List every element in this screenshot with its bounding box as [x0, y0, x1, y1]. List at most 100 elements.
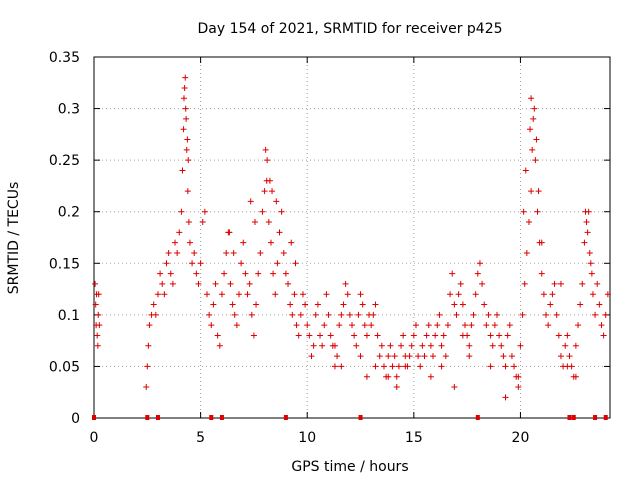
data-point: [321, 322, 328, 329]
zero-data-point: [475, 415, 480, 420]
data-point: [385, 353, 392, 360]
data-point: [566, 353, 573, 360]
data-point: [270, 270, 277, 277]
data-point: [251, 219, 258, 226]
data-point: [183, 146, 190, 153]
data-point: [451, 301, 458, 308]
data-point: [265, 219, 272, 226]
data-point: [323, 291, 330, 298]
data-point: [235, 291, 242, 298]
data-point: [545, 322, 552, 329]
data-point: [229, 301, 236, 308]
data-point: [483, 322, 490, 329]
data-point: [380, 363, 387, 370]
data-point: [325, 311, 332, 318]
data-point: [154, 291, 161, 298]
data-point: [95, 291, 102, 298]
data-point: [214, 332, 221, 339]
data-point: [594, 280, 601, 287]
data-point: [487, 332, 494, 339]
data-point: [230, 249, 237, 256]
data-point: [582, 208, 589, 215]
data-point: [406, 353, 413, 360]
data-point: [319, 342, 326, 349]
data-point: [434, 322, 441, 329]
data-point: [144, 363, 151, 370]
y-axis-label: SRMTID / TECUs: [6, 182, 22, 295]
y-tick-label: 0.1: [58, 308, 80, 324]
data-point: [216, 342, 223, 349]
data-point: [374, 332, 381, 339]
x-tick-label: 5: [196, 430, 205, 446]
data-point: [417, 363, 424, 370]
data-point: [344, 291, 351, 298]
data-point: [287, 301, 294, 308]
data-point: [372, 301, 379, 308]
data-point: [212, 280, 219, 287]
data-point: [604, 291, 611, 298]
data-point: [586, 249, 593, 256]
data-point: [555, 332, 562, 339]
data-point: [273, 198, 280, 205]
data-point: [181, 84, 188, 91]
data-point: [479, 280, 486, 287]
data-point: [532, 157, 539, 164]
data-point: [280, 249, 287, 256]
data-point: [274, 260, 281, 267]
data-point: [427, 373, 434, 380]
data-point: [304, 322, 311, 329]
data-point: [285, 280, 292, 287]
zero-data-point: [603, 415, 608, 420]
data-point: [185, 219, 192, 226]
data-point: [288, 239, 295, 246]
data-point: [346, 311, 353, 318]
data-point: [600, 332, 607, 339]
data-point: [502, 394, 509, 401]
data-point: [385, 373, 392, 380]
data-point: [178, 208, 185, 215]
data-point: [247, 198, 254, 205]
data-point: [376, 353, 383, 360]
zero-data-point: [219, 415, 224, 420]
data-point: [264, 157, 271, 164]
data-point: [538, 239, 545, 246]
data-point: [342, 280, 349, 287]
y-tick-label: 0.3: [58, 102, 80, 118]
data-point: [579, 280, 586, 287]
data-point: [538, 270, 545, 277]
data-point: [186, 239, 193, 246]
data-point: [485, 311, 492, 318]
data-point: [206, 311, 213, 318]
data-point: [577, 301, 584, 308]
data-point: [227, 280, 234, 287]
data-point: [533, 136, 540, 143]
data-point: [442, 353, 449, 360]
data-point: [496, 332, 503, 339]
data-point: [223, 249, 230, 256]
data-point: [353, 342, 360, 349]
axis-ticks: [93, 56, 610, 419]
y-tick-label: 0.25: [49, 153, 80, 169]
data-point: [172, 239, 179, 246]
data-point: [146, 322, 153, 329]
zero-data-point: [92, 415, 96, 420]
data-point: [246, 280, 253, 287]
data-point: [457, 280, 464, 287]
data-point: [453, 311, 460, 318]
zero-data-point: [358, 415, 363, 420]
data-point: [357, 353, 364, 360]
data-point: [184, 188, 191, 195]
data-point: [180, 95, 187, 102]
data-point: [472, 291, 479, 298]
data-point: [372, 363, 379, 370]
data-point: [520, 208, 527, 215]
data-point: [504, 332, 511, 339]
data-point: [540, 291, 547, 298]
data-point: [94, 332, 101, 339]
data-point: [197, 260, 204, 267]
data-point: [340, 301, 347, 308]
data-point: [589, 291, 596, 298]
data-point: [498, 342, 505, 349]
data-point: [506, 322, 513, 329]
data-point: [185, 157, 192, 164]
